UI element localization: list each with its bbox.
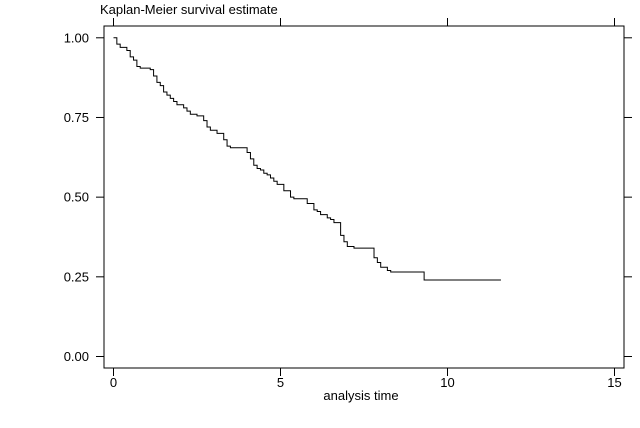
plot-frame [103,25,625,369]
y-tick-label: 0.50 [64,190,89,205]
top-axis-ticks [113,18,615,26]
y-tick-label: 0.75 [64,110,89,125]
x-tick-label: 15 [607,375,621,390]
x-tick-label: 5 [277,375,284,390]
right-axis-ticks [624,37,632,357]
chart-title: Kaplan-Meier survival estimate [100,2,278,17]
x-tick-label: 0 [110,375,117,390]
x-tick-label: 10 [440,375,454,390]
survival-curve [113,37,501,281]
y-axis: 0.00 0.25 0.50 0.75 1.00 [64,30,104,364]
x-axis-label: analysis time [323,388,398,403]
y-tick-label: 1.00 [64,30,89,45]
y-tick-label: 0.00 [64,349,89,364]
x-axis: 0 5 10 15 [110,368,622,390]
y-tick-label: 0.25 [64,269,89,284]
